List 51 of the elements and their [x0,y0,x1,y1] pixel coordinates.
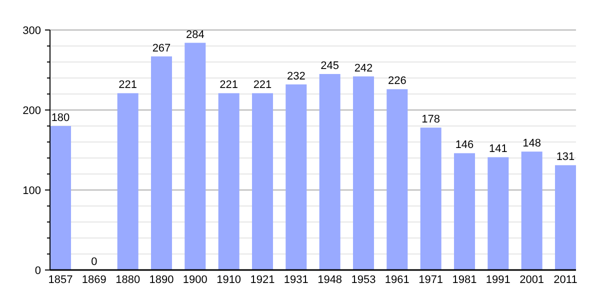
x-tick-label: 1948 [318,274,342,286]
x-tick-label: 1880 [116,274,140,286]
data-label: 146 [455,139,474,152]
data-label: 148 [522,138,542,150]
x-tick-label: 2011 [554,274,578,286]
x-tick-label: 1900 [182,274,208,286]
bar [184,42,206,270]
x-tick-label: 1910 [216,274,242,286]
bar [521,152,542,270]
bar [454,153,475,270]
bar [386,89,408,270]
x-tick-label: 1869 [82,274,106,286]
x-tick-label: 1991 [486,274,510,286]
data-label: 221 [118,79,138,92]
data-label: 232 [286,70,306,82]
data-label: 141 [488,143,508,156]
bar [420,128,442,270]
bar [252,93,274,270]
data-label: 284 [186,28,204,41]
data-label: 267 [152,42,171,54]
data-label: 245 [320,60,340,72]
data-label: 242 [354,62,373,74]
y-tick-label: 0 [34,265,41,277]
bar [50,126,72,270]
data-label: 221 [220,79,238,92]
data-label: 178 [422,114,440,126]
bar [151,56,172,270]
x-tick-label: 1857 [48,274,73,286]
x-tick-label: 1890 [149,274,174,286]
y-tick-label: 100 [22,185,41,197]
bar [319,74,340,270]
x-tick-label: 1971 [418,274,444,286]
y-tick-label: 200 [22,105,41,117]
bar [218,93,240,270]
x-tick-label: 1931 [284,274,308,286]
bar [554,165,576,270]
x-tick-label: 1953 [351,274,376,286]
x-tick-label: 1921 [250,274,275,286]
data-label: 0 [91,256,98,268]
bar [488,157,509,270]
bar [286,84,307,270]
x-tick-label: 1981 [452,274,477,286]
data-label: 226 [388,75,406,88]
data-label: 221 [253,79,272,92]
y-tick-label: 300 [22,25,41,37]
x-tick-label: 2001 [520,274,544,286]
bar [117,93,138,270]
x-tick-label: 1961 [384,274,410,286]
data-label: 180 [51,112,70,124]
bar [352,76,374,270]
data-label: 131 [556,151,575,164]
